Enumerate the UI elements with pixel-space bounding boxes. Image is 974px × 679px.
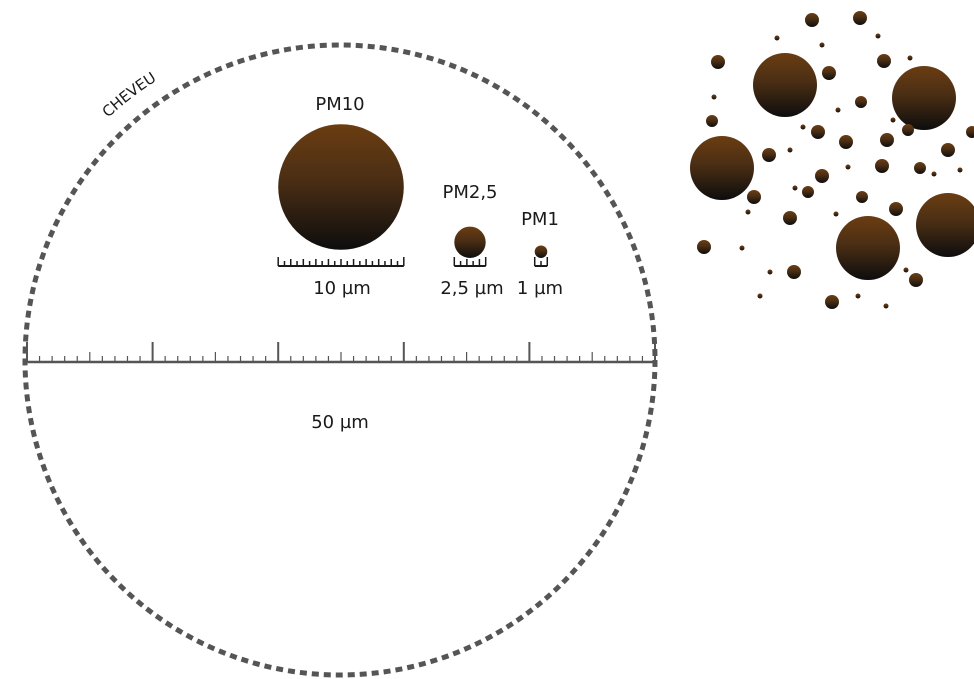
cluster-particle [855, 293, 861, 299]
pm10-particle [278, 124, 404, 250]
cluster-particle [853, 11, 867, 25]
cluster-particle [875, 33, 881, 39]
cluster-particle [787, 265, 801, 279]
cluster-particle [811, 125, 825, 139]
hair-scale-label: 50 µm [311, 412, 369, 433]
pm25-size-label: 2,5 µm [440, 278, 503, 299]
cluster-particle [856, 191, 868, 203]
cluster-particle [783, 211, 797, 225]
hair-scale-ruler [26, 342, 656, 364]
pm1-size-label: 1 µm [517, 278, 563, 299]
pm25-particle [454, 226, 486, 258]
pm10-size-label: 10 µm [313, 278, 371, 299]
cluster-particle [875, 159, 889, 173]
cluster-particle [711, 55, 725, 69]
cluster-particle [706, 115, 718, 127]
cluster-particle [903, 267, 909, 273]
cluster-particle [745, 209, 751, 215]
pm1-particle [534, 245, 548, 258]
cluster-particle [833, 211, 839, 217]
cluster-particle [916, 193, 974, 257]
cluster-particle [941, 143, 955, 157]
cluster-particle [825, 295, 839, 309]
cluster-particle [957, 167, 963, 173]
cluster-particle [815, 169, 829, 183]
pm25-scale-ruler [453, 257, 487, 267]
cluster-particle [739, 245, 745, 251]
cluster-particle [802, 186, 814, 198]
cluster-particle [883, 303, 889, 309]
cluster-particle [855, 96, 867, 108]
hair-label: CHEVEU [99, 68, 160, 120]
cluster-particle [914, 162, 926, 174]
cluster-particle [819, 42, 825, 48]
cluster-particle [787, 147, 793, 153]
cluster-particle [892, 66, 956, 130]
cluster-particle [966, 126, 974, 138]
cluster-particle [757, 293, 763, 299]
cluster-particle [697, 240, 711, 254]
cluster-particle [767, 269, 773, 275]
cluster-particle [890, 117, 896, 123]
cluster-particle [877, 54, 891, 68]
cluster-particle [836, 216, 900, 280]
cluster-particle [931, 171, 937, 177]
cluster-particle [800, 124, 806, 130]
pm10-scale-ruler [277, 257, 405, 267]
cluster-particle [822, 66, 836, 80]
cluster-particle [909, 273, 923, 287]
pm1-scale-ruler [533, 257, 549, 267]
particle-cluster-illustration [690, 11, 974, 309]
cluster-particle [907, 55, 913, 61]
cluster-particle [805, 13, 819, 27]
cluster-particle [690, 136, 754, 200]
cluster-particle [902, 124, 914, 136]
cluster-particle [880, 133, 894, 147]
pm25-label: PM2,5 [442, 182, 497, 203]
cluster-particle [753, 53, 817, 117]
cluster-particle [889, 202, 903, 216]
cluster-particle [835, 107, 841, 113]
cluster-particle [711, 94, 717, 100]
cluster-particle [845, 164, 851, 170]
cluster-particle [762, 148, 776, 162]
cluster-particle [839, 135, 853, 149]
pm1-label: PM1 [521, 209, 559, 230]
cluster-particle [792, 185, 798, 191]
hair-label-text: CHEVEU [99, 68, 160, 120]
cluster-particle [747, 190, 761, 204]
pm10-label: PM10 [315, 94, 364, 115]
cluster-particle [774, 35, 780, 41]
